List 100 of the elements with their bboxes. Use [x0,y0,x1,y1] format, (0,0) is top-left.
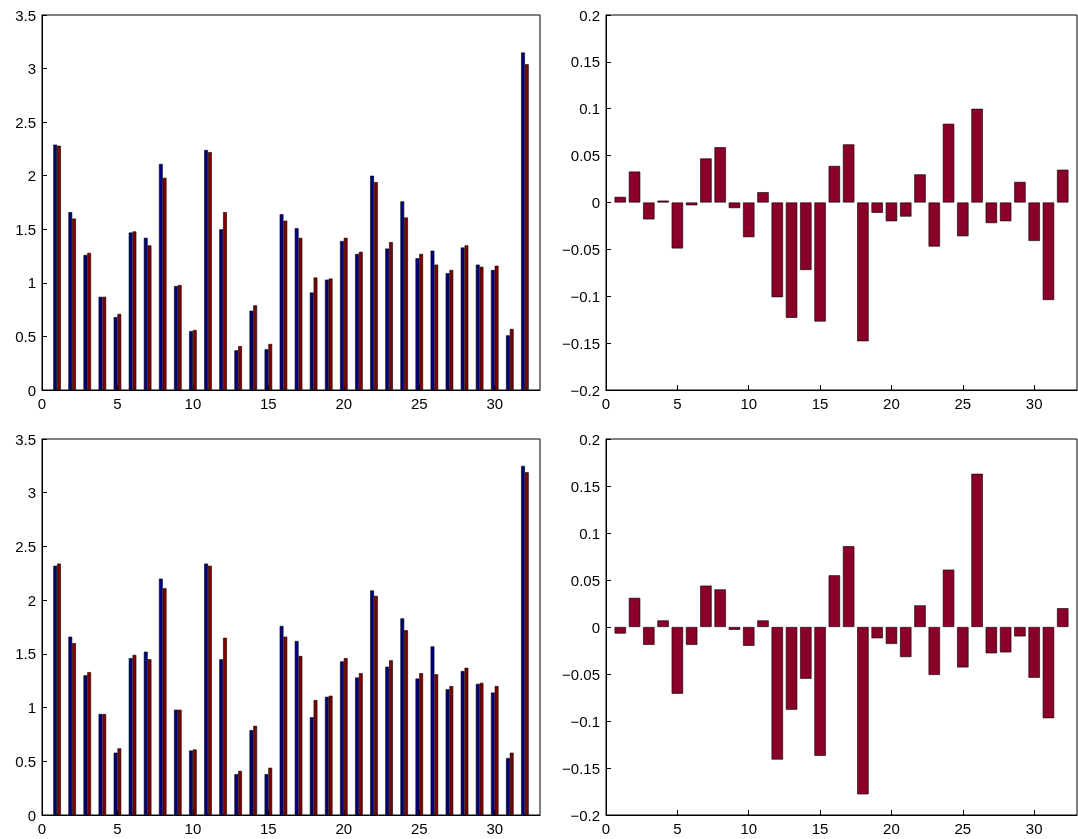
bar [1014,181,1026,203]
y-tick-label: 0.15 [570,53,600,71]
bar [614,196,626,203]
y-tick-label: −0.05 [562,665,600,683]
bar [842,144,855,203]
bar [857,627,869,795]
x-tick-label: 30 [1025,820,1043,837]
x-tick-label: 10 [184,820,202,837]
bar [828,165,841,203]
bar [643,202,655,220]
y-tick-label: 0 [591,618,600,636]
bar [957,202,969,237]
y-tick-label: 1.5 [15,645,36,663]
x-tick-label: 20 [335,820,353,837]
bar [885,202,898,222]
bar [1028,202,1040,241]
bar [743,627,755,646]
bar [985,202,998,224]
bar [914,174,926,203]
bar [771,627,783,760]
x-tick-label: 25 [954,395,972,412]
bar [728,627,741,630]
y-tick-label: 1 [27,274,36,292]
bar [657,620,669,627]
y-tick-label: 2.5 [15,537,36,555]
y-tick-label: 0.2 [579,430,600,448]
bar [671,627,684,694]
bar [928,202,940,247]
bar [643,627,655,645]
y-tick-label: −0.1 [570,287,600,305]
bar [800,202,812,270]
y-tick-label: −0.15 [562,334,600,352]
x-tick-label: 25 [954,820,972,837]
bar [885,627,898,644]
x-tick-label: 15 [811,820,829,837]
x-tick-label: 5 [113,820,122,837]
y-tick-label: 1 [27,699,36,717]
bar [714,147,726,203]
bar [985,627,998,654]
y-tick-label: 0 [27,806,36,824]
y-tick-label: 0.2 [579,6,600,24]
bar [999,627,1012,653]
x-tick-label: 15 [260,395,277,412]
bar [614,627,626,634]
y-tick-label: 0.5 [15,327,36,345]
y-tick-label: 0 [591,194,600,211]
bar [1057,169,1069,203]
bar [800,627,812,679]
y-tick-label: −0.2 [570,806,600,824]
bar [928,627,940,675]
y-tick-label: 3 [27,60,36,78]
bar [714,589,726,627]
y-tick-label: −0.2 [570,381,600,399]
bar [971,108,983,203]
y-tick-label: 2.5 [15,113,36,131]
y-tick-label: 1.5 [15,220,36,238]
x-tick-label: 20 [335,395,353,412]
bar [685,202,698,206]
bar [857,202,869,342]
y-tick-label: 0.5 [15,752,36,770]
y-tick-label: −0.05 [562,240,600,258]
bar [1042,202,1055,300]
bar [728,202,741,209]
y-tick-label: 3.5 [15,6,36,24]
x-tick-label: 30 [486,395,504,412]
x-tick-label: 10 [740,395,758,412]
x-tick-label: 25 [410,820,428,837]
bar [757,192,769,203]
x-tick-label: 15 [260,820,277,837]
y-tick-label: 3.5 [15,430,36,448]
bar [828,575,841,627]
x-tick-label: 5 [113,395,122,412]
bar [1057,608,1069,627]
bar [628,171,641,203]
bar [842,546,855,627]
bar [957,627,969,668]
bar [942,569,955,627]
bar [628,597,641,627]
y-tick-label: 0.05 [570,571,600,589]
x-tick-label: 30 [1025,395,1043,412]
x-tick-label: 5 [673,820,682,837]
bar [1028,627,1040,678]
bar [1042,627,1055,719]
bar [999,202,1012,222]
bar [900,627,912,658]
bar [785,202,798,318]
x-tick-label: 20 [883,395,900,412]
bar [743,202,755,238]
y-tick-label: 3 [27,484,36,502]
bar [700,158,712,203]
x-tick-label: 10 [184,395,202,412]
bar [914,605,926,627]
bar [671,202,684,249]
y-tick-label: 0.1 [579,100,600,118]
bar [814,202,826,322]
bar [700,585,712,627]
bar [757,620,769,627]
x-tick-label: 5 [673,395,682,412]
x-tick-label: 20 [883,820,900,837]
bar [814,627,826,756]
